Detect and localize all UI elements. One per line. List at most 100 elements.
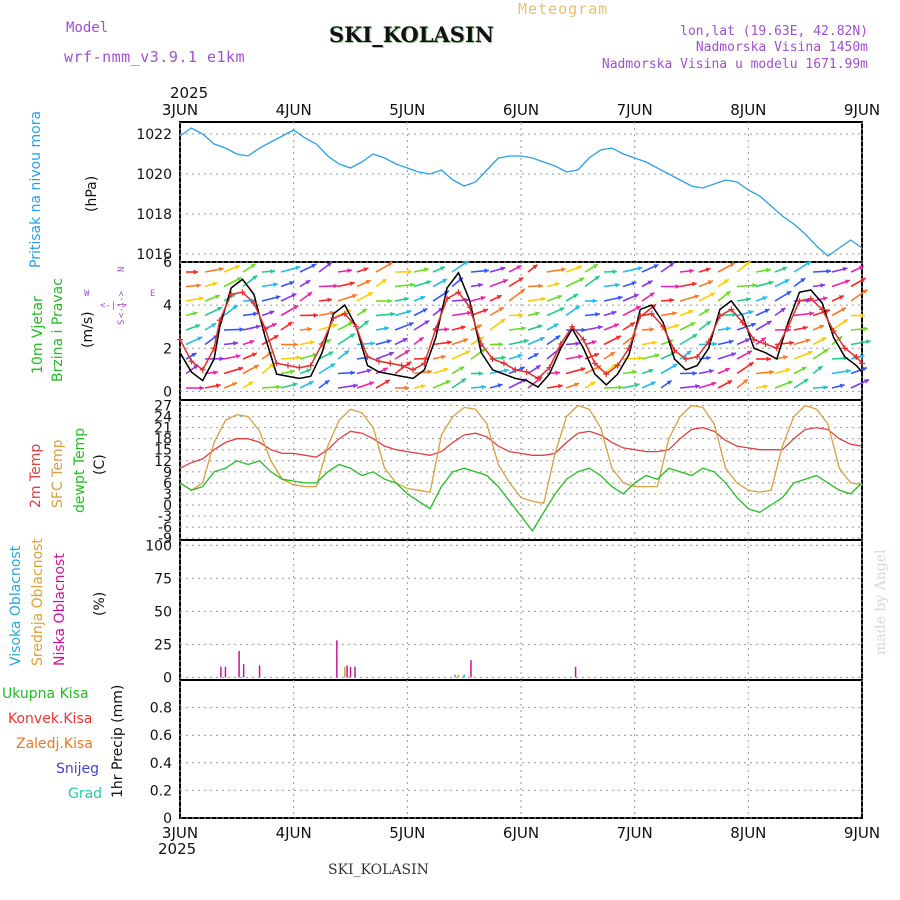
wind-arrows xyxy=(185,260,871,391)
wind-arrow-head xyxy=(523,338,529,344)
wind-arrow-head xyxy=(251,352,257,358)
wind-arrow-head xyxy=(402,338,408,343)
wind-arrow-head xyxy=(384,380,390,385)
wind-arrow-head xyxy=(269,310,275,315)
wind-arrow-head xyxy=(638,355,643,361)
wind-arrow-head xyxy=(307,326,312,332)
wind-arrow-head xyxy=(440,266,445,271)
lonlat-label: lon,lat (19.63E, 42.82N) xyxy=(680,24,868,39)
wind-arrow-head xyxy=(594,353,599,358)
wind-arrow-head xyxy=(467,310,472,316)
wind-arrow-head xyxy=(447,340,452,345)
gust-marker xyxy=(375,358,382,365)
wind-arrow-head xyxy=(192,311,198,316)
gust-marker xyxy=(432,325,439,332)
y-tick-label: 0 xyxy=(163,384,172,400)
wind-arrow-head xyxy=(404,350,410,355)
wind-arrow-head xyxy=(326,339,332,344)
wind-arrow-head xyxy=(418,337,424,342)
wind-arrow-head xyxy=(330,363,336,368)
gust-marker xyxy=(478,340,485,347)
wind-arrow-head xyxy=(423,267,429,273)
wind-arrow-head xyxy=(502,279,508,284)
wind-arrow-head xyxy=(289,281,295,286)
wind-arrow-head xyxy=(748,310,754,315)
wind-arrow-head xyxy=(669,262,675,268)
wind-arrow-head xyxy=(255,324,261,330)
wind-arrow-head xyxy=(293,342,298,347)
series-line-2m-temp xyxy=(179,426,863,469)
gust-marker xyxy=(387,360,394,367)
wind-arrow-head xyxy=(406,309,412,315)
y-tick-label: 75 xyxy=(154,571,172,587)
wind-arrow-head xyxy=(406,361,412,367)
wind-arrow-head xyxy=(195,324,201,329)
wind-arrow-head xyxy=(819,324,824,330)
wind-arrow-head xyxy=(705,267,711,273)
wind-arrow-head xyxy=(746,297,751,302)
wind-arrow-head xyxy=(858,265,864,271)
wind-arrow-head xyxy=(420,384,426,389)
gust-marker xyxy=(364,353,371,360)
wind-arrow-head xyxy=(199,296,204,301)
wind-arrow-head xyxy=(635,306,641,311)
wind-arrow-head xyxy=(806,261,811,266)
wind-arrow-head xyxy=(575,341,580,347)
wind-arrow-head xyxy=(290,369,295,375)
wind-arrow-head xyxy=(233,340,238,346)
wind-arrow-head xyxy=(463,260,469,266)
wind-arrow-head xyxy=(766,356,771,362)
wind-arrow-head xyxy=(669,297,674,303)
wind-arrow-head xyxy=(249,339,255,345)
gust-marker xyxy=(199,366,206,373)
wind-arrow-head xyxy=(311,263,317,269)
wind-arrow-head xyxy=(463,338,469,343)
wind-arrow-head xyxy=(690,322,696,327)
wind-arrow-head xyxy=(763,384,768,389)
wind-arrow-head xyxy=(692,370,697,376)
gust-marker xyxy=(455,289,462,296)
wind-arrow-head xyxy=(710,292,715,297)
x-tick-label-bottom: 9JUN xyxy=(844,824,880,842)
wind-arrow-head xyxy=(706,321,711,326)
wind-arrow-head xyxy=(478,282,483,288)
wind-arrow-head xyxy=(688,309,694,315)
gust-marker xyxy=(216,317,223,324)
wind-arrow-head xyxy=(731,352,737,357)
gust-marker xyxy=(591,360,598,367)
wind-arrow-head xyxy=(369,381,374,386)
wind-arrow-head xyxy=(672,364,678,369)
wind-arrow-head xyxy=(382,367,388,372)
gust-marker xyxy=(284,362,291,369)
x-tick-label-bottom: 7JUN xyxy=(617,824,653,842)
wind-arrow-head xyxy=(444,327,449,332)
wind-arrow-head xyxy=(480,348,486,354)
wind-arrow-head xyxy=(555,335,561,340)
wind-arrow-head xyxy=(445,380,451,385)
wind-arrow-head xyxy=(500,318,506,324)
wind-arrow-head xyxy=(367,292,373,297)
wind-arrow-head xyxy=(196,283,201,288)
series-line-pressure xyxy=(179,127,863,257)
y-tick-label: 0 xyxy=(163,811,172,827)
wind-arrow-head xyxy=(497,383,503,388)
gust-marker xyxy=(557,340,564,347)
wind-arrow-head xyxy=(199,385,204,391)
gust-marker xyxy=(489,356,496,363)
wind-arrow-head xyxy=(555,370,560,376)
wind-arrow-head xyxy=(370,341,375,346)
gust-marker xyxy=(614,362,621,369)
wind-arrow-head xyxy=(518,277,524,282)
gust-marker xyxy=(341,310,348,317)
model-name: wrf-nmm_v3.9.1 e1km xyxy=(64,48,246,66)
wind-arrow-head xyxy=(615,282,620,288)
y-tick-label: 0 xyxy=(163,670,172,686)
wind-arrow-head xyxy=(215,383,221,389)
wind-arrow-head xyxy=(809,311,814,316)
wind-arrow-head xyxy=(353,383,358,389)
wind-arrow-head xyxy=(212,281,218,287)
wind-arrow-head xyxy=(191,353,197,358)
wind-arrow-head xyxy=(579,277,585,283)
gust-marker xyxy=(671,347,678,354)
wind-arrow-head xyxy=(517,353,523,359)
